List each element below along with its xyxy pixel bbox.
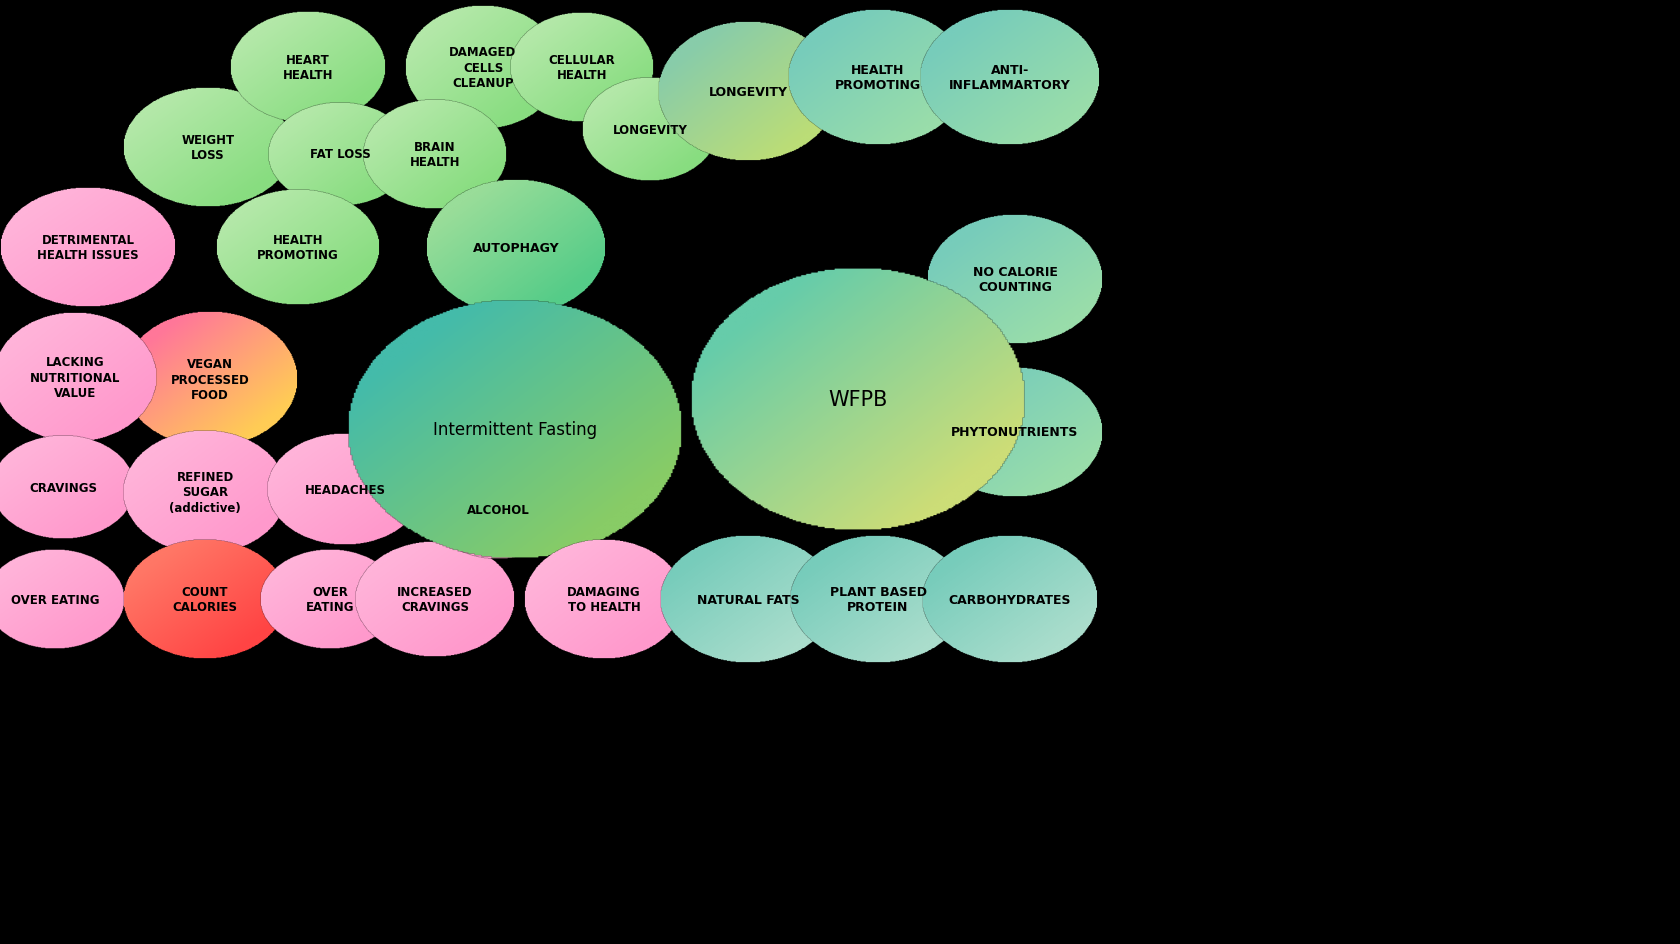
Text: COUNT
CALORIES: COUNT CALORIES xyxy=(173,585,237,614)
Text: HEALTH
PROMOTING: HEALTH PROMOTING xyxy=(835,63,921,93)
Text: VEGAN
PROCESSED
FOOD: VEGAN PROCESSED FOOD xyxy=(171,358,249,401)
Text: BRAIN
HEALTH: BRAIN HEALTH xyxy=(410,141,460,169)
Text: CELLULAR
HEALTH: CELLULAR HEALTH xyxy=(549,54,615,82)
Text: DETRIMENTAL
HEALTH ISSUES: DETRIMENTAL HEALTH ISSUES xyxy=(37,233,139,262)
Text: HEALTH
PROMOTING: HEALTH PROMOTING xyxy=(257,233,339,262)
Text: INCREASED
CRAVINGS: INCREASED CRAVINGS xyxy=(396,585,472,614)
Text: PHYTONUTRIENTS: PHYTONUTRIENTS xyxy=(951,426,1079,439)
Text: AUTOPHAGY: AUTOPHAGY xyxy=(472,242,559,254)
Text: LONGEVITY: LONGEVITY xyxy=(709,85,788,98)
Text: PLANT BASED
PROTEIN: PLANT BASED PROTEIN xyxy=(830,585,926,614)
Text: CRAVINGS: CRAVINGS xyxy=(29,481,97,494)
Text: CARBOHYDRATES: CARBOHYDRATES xyxy=(949,593,1072,606)
Text: HEART
HEALTH: HEART HEALTH xyxy=(282,54,333,82)
Text: OVER
EATING: OVER EATING xyxy=(306,585,354,614)
Text: NATURAL FATS: NATURAL FATS xyxy=(697,593,800,606)
Text: WFPB: WFPB xyxy=(828,390,887,410)
Text: DAMAGED
CELLS
CLEANUP: DAMAGED CELLS CLEANUP xyxy=(449,46,517,90)
Text: Intermittent Fasting: Intermittent Fasting xyxy=(433,421,596,439)
Text: NO CALORIE
COUNTING: NO CALORIE COUNTING xyxy=(973,265,1057,294)
Text: ANTI-
INFLAMMARTORY: ANTI- INFLAMMARTORY xyxy=(949,63,1070,93)
Text: FAT LOSS: FAT LOSS xyxy=(309,148,370,161)
Text: LONGEVITY: LONGEVITY xyxy=(613,124,687,136)
Text: ALCOHOL: ALCOHOL xyxy=(467,503,529,516)
Text: WEIGHT
LOSS: WEIGHT LOSS xyxy=(181,134,235,162)
Text: OVER EATING: OVER EATING xyxy=(10,593,99,606)
Text: HEADACHES: HEADACHES xyxy=(304,483,385,496)
Text: LACKING
NUTRITIONAL
VALUE: LACKING NUTRITIONAL VALUE xyxy=(30,356,121,399)
Text: DAMAGING
TO HEALTH: DAMAGING TO HEALTH xyxy=(568,585,640,614)
Text: REFINED
SUGAR
(addictive): REFINED SUGAR (addictive) xyxy=(170,470,240,514)
